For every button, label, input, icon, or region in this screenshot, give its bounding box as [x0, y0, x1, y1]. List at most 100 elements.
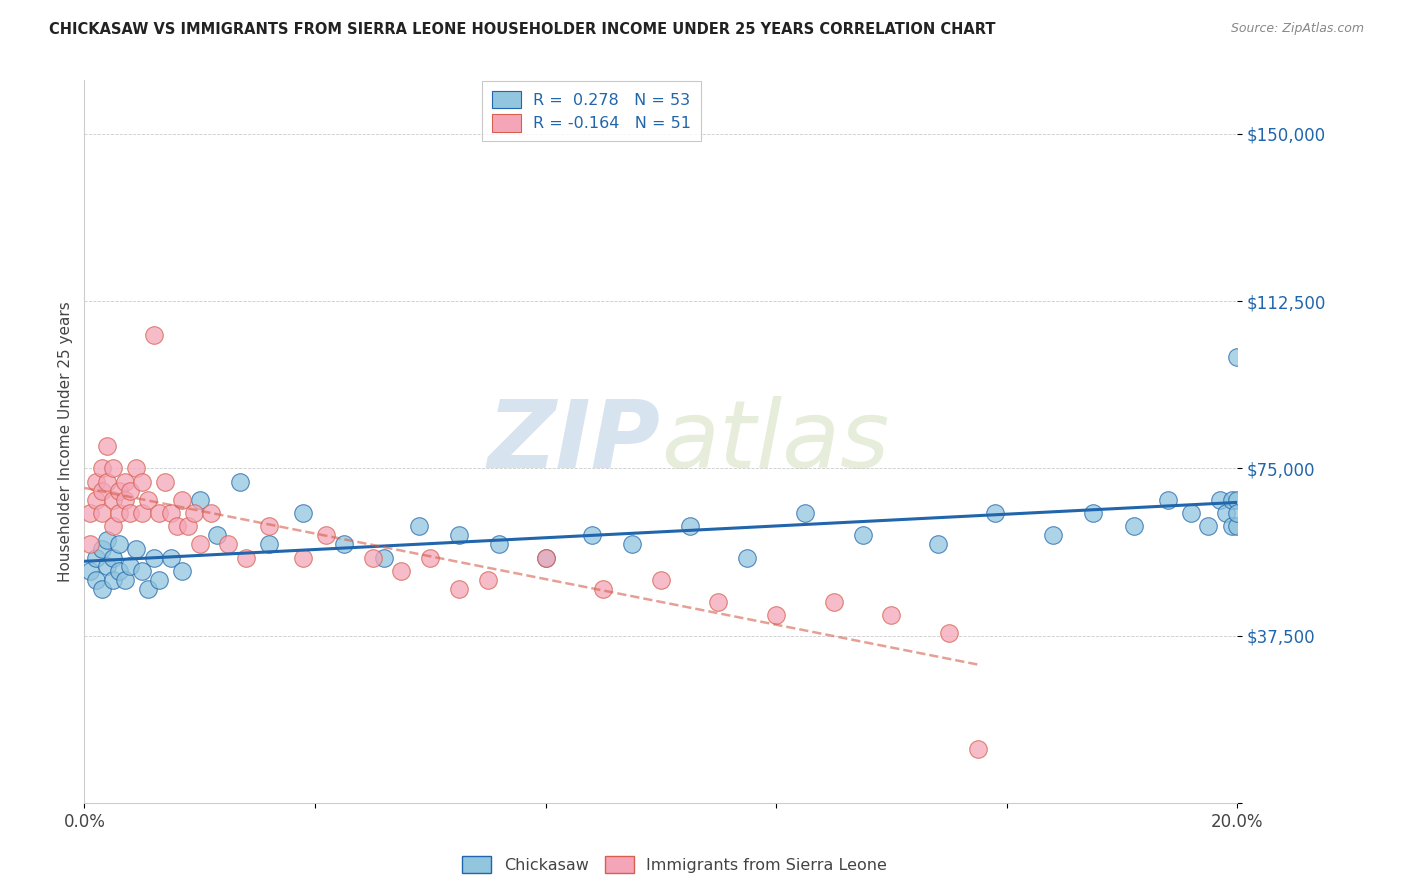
Point: [172, 564, 194, 578]
Point: [449, 582, 471, 596]
Point: [1226, 519, 1249, 533]
Point: [125, 541, 148, 556]
Point: [148, 573, 170, 587]
Point: [103, 492, 124, 507]
Point: [650, 573, 672, 587]
Text: atlas: atlas: [661, 396, 889, 487]
Point: [177, 519, 200, 533]
Point: [160, 550, 183, 565]
Point: [765, 608, 787, 623]
Point: [257, 519, 280, 533]
Point: [183, 506, 205, 520]
Point: [120, 483, 142, 498]
Point: [1226, 506, 1249, 520]
Point: [794, 506, 817, 520]
Point: [79, 506, 101, 520]
Point: [315, 528, 337, 542]
Point: [108, 483, 131, 498]
Point: [373, 550, 395, 565]
Point: [938, 626, 960, 640]
Point: [1215, 506, 1237, 520]
Point: [361, 550, 384, 565]
Point: [148, 506, 170, 520]
Point: [84, 492, 107, 507]
Point: [114, 573, 136, 587]
Point: [534, 550, 557, 565]
Point: [120, 506, 142, 520]
Point: [1220, 492, 1243, 507]
Point: [90, 483, 112, 498]
Point: [90, 506, 112, 520]
Text: CHICKASAW VS IMMIGRANTS FROM SIERRA LEONE HOUSEHOLDER INCOME UNDER 25 YEARS CORR: CHICKASAW VS IMMIGRANTS FROM SIERRA LEON…: [49, 22, 995, 37]
Point: [592, 582, 614, 596]
Text: ZIP: ZIP: [488, 395, 661, 488]
Point: [103, 550, 124, 565]
Point: [737, 550, 759, 565]
Point: [96, 559, 118, 574]
Y-axis label: Householder Income Under 25 years: Householder Income Under 25 years: [58, 301, 73, 582]
Point: [96, 475, 118, 489]
Point: [90, 541, 112, 556]
Point: [188, 492, 211, 507]
Legend: Chickasaw, Immigrants from Sierra Leone: Chickasaw, Immigrants from Sierra Leone: [456, 849, 894, 880]
Point: [142, 327, 165, 342]
Point: [333, 537, 356, 551]
Point: [131, 506, 153, 520]
Point: [1198, 519, 1220, 533]
Point: [419, 550, 441, 565]
Point: [292, 506, 315, 520]
Point: [108, 537, 131, 551]
Point: [79, 537, 101, 551]
Point: [1226, 350, 1249, 364]
Point: [707, 595, 730, 609]
Point: [108, 506, 131, 520]
Point: [90, 582, 112, 596]
Point: [188, 537, 211, 551]
Point: [114, 475, 136, 489]
Point: [880, 608, 903, 623]
Point: [200, 506, 222, 520]
Point: [131, 475, 153, 489]
Point: [1226, 492, 1249, 507]
Point: [125, 461, 148, 475]
Point: [1042, 528, 1064, 542]
Point: [218, 537, 240, 551]
Point: [79, 564, 101, 578]
Point: [172, 492, 194, 507]
Point: [131, 564, 153, 578]
Point: [534, 550, 557, 565]
Point: [84, 573, 107, 587]
Point: [229, 475, 252, 489]
Point: [391, 564, 413, 578]
Point: [477, 573, 499, 587]
Point: [449, 528, 471, 542]
Point: [96, 533, 118, 547]
Point: [96, 439, 118, 453]
Point: [136, 582, 159, 596]
Text: Source: ZipAtlas.com: Source: ZipAtlas.com: [1230, 22, 1364, 36]
Point: [103, 519, 124, 533]
Point: [153, 475, 176, 489]
Point: [235, 550, 257, 565]
Point: [142, 550, 165, 565]
Point: [90, 461, 112, 475]
Point: [114, 492, 136, 507]
Point: [1180, 506, 1202, 520]
Point: [1220, 519, 1243, 533]
Point: [823, 595, 845, 609]
Point: [103, 461, 124, 475]
Legend: R =  0.278   N = 53, R = -0.164   N = 51: R = 0.278 N = 53, R = -0.164 N = 51: [482, 81, 702, 142]
Point: [136, 492, 159, 507]
Point: [84, 550, 107, 565]
Point: [679, 519, 702, 533]
Point: [1083, 506, 1105, 520]
Point: [84, 475, 107, 489]
Point: [108, 564, 131, 578]
Point: [160, 506, 183, 520]
Point: [1122, 519, 1144, 533]
Point: [621, 537, 644, 551]
Point: [1157, 492, 1180, 507]
Point: [1209, 492, 1232, 507]
Point: [205, 528, 228, 542]
Point: [488, 537, 510, 551]
